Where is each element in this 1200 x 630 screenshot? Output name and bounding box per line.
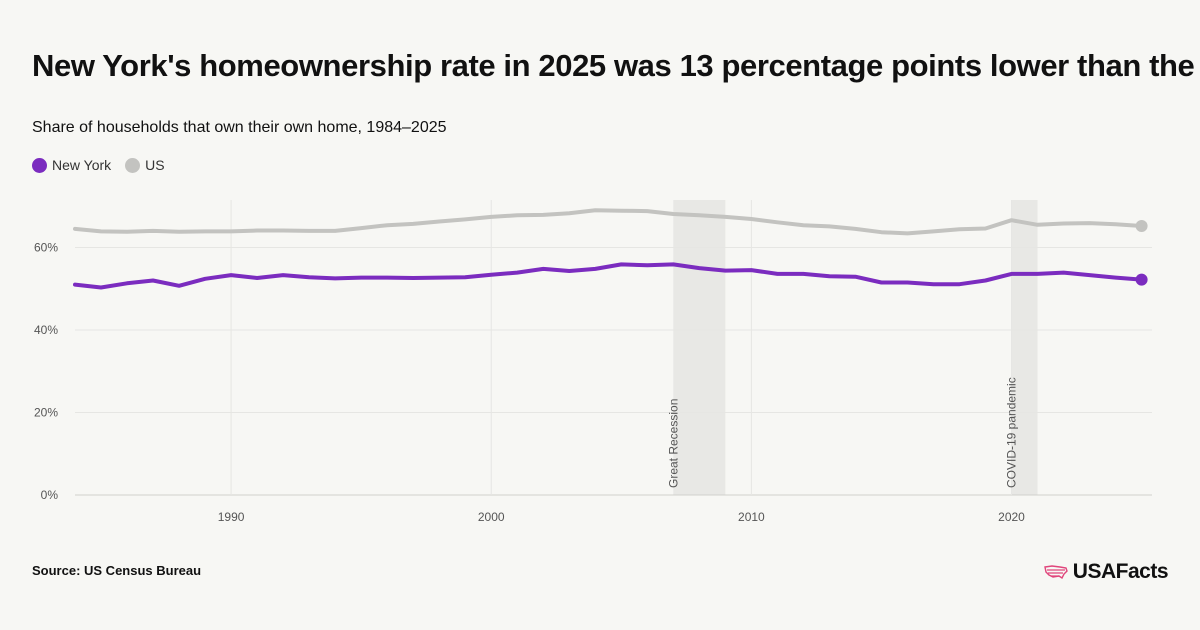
source-note: Source: US Census Bureau	[32, 563, 202, 578]
us-map-icon	[1043, 565, 1068, 580]
brand-name: USAFacts	[1072, 560, 1169, 583]
chart-legend: New York US	[32, 157, 165, 173]
chart-subtitle: Share of households that own their own h…	[32, 119, 447, 136]
x-tick-label-3: 2020	[998, 510, 1025, 524]
x-tick-label-2: 2010	[738, 510, 765, 524]
x-tick-label-1: 2000	[478, 510, 505, 524]
legend-label-new-york: New York	[52, 157, 112, 173]
legend-item-new-york: New York	[32, 157, 111, 173]
y-tick-label-3: 60%	[34, 240, 58, 254]
annotation-band-1	[1011, 200, 1038, 495]
annotation-label-1: COVID-19 pandemic	[1005, 377, 1019, 488]
legend-swatch-new-york	[32, 157, 47, 173]
series-end-point-new-york	[1135, 273, 1148, 286]
annotation-band-0	[673, 200, 726, 495]
brand-logo: USAFacts	[1043, 560, 1169, 584]
y-tick-label-1: 20%	[34, 405, 58, 419]
series-line-new-york	[73, 262, 1144, 290]
legend-item-us: US	[125, 157, 165, 173]
y-tick-label-0: 0%	[41, 488, 59, 502]
legend-label-us: US	[145, 157, 165, 173]
legend-swatch-us	[125, 157, 141, 173]
annotation-label-0: Great Recession	[666, 399, 680, 488]
series-end-point-us	[1135, 219, 1148, 232]
chart-title: New York's homeownership rate in 2025 wa…	[32, 48, 1200, 83]
series-line-us	[73, 208, 1144, 236]
x-tick-label-0: 1990	[218, 510, 245, 524]
y-tick-label-2: 40%	[34, 323, 58, 337]
